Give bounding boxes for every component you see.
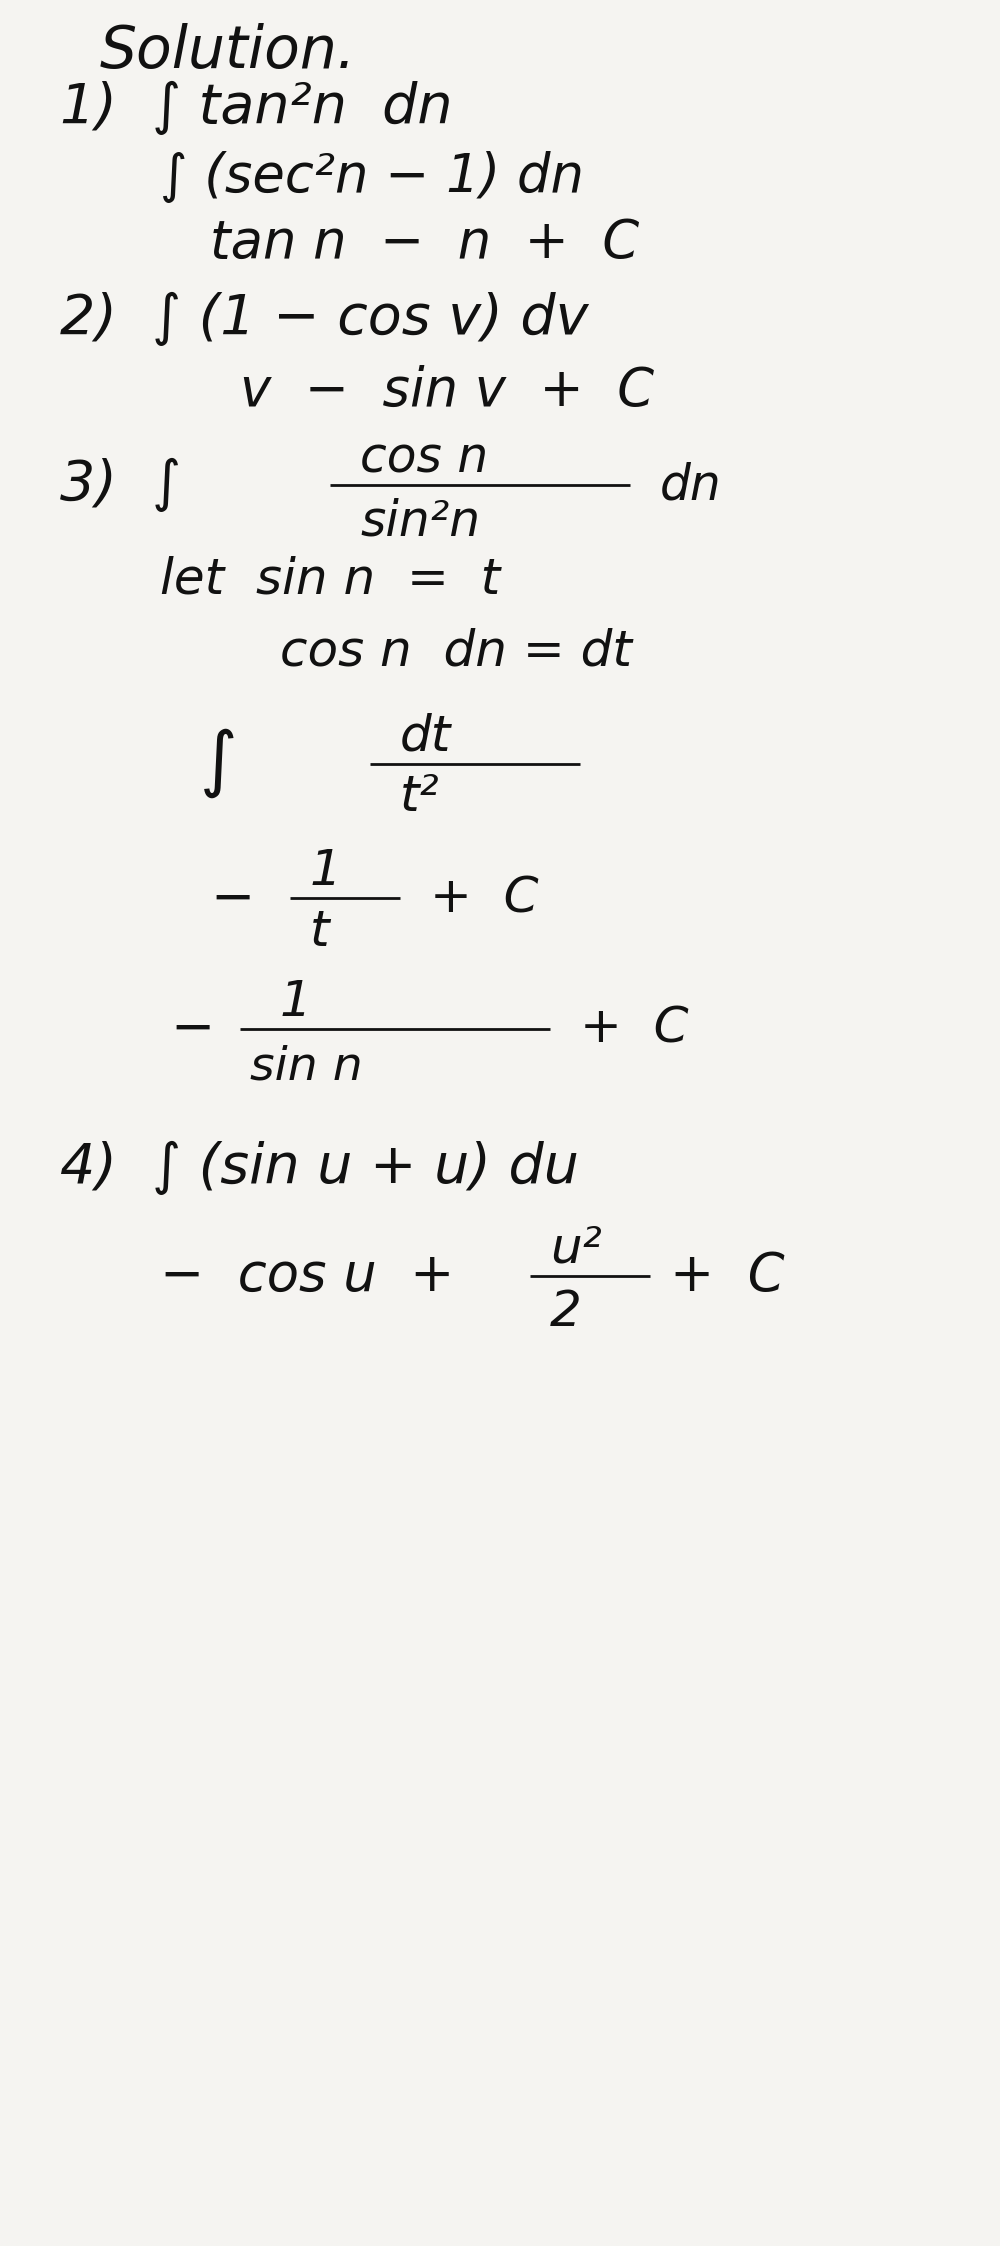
Text: cos n: cos n bbox=[360, 433, 488, 483]
Text: v  −  sin v  +  C: v − sin v + C bbox=[240, 364, 654, 418]
Text: 1: 1 bbox=[310, 847, 342, 896]
Text: dt: dt bbox=[400, 712, 451, 761]
Text: sin n: sin n bbox=[250, 1044, 363, 1089]
Text: t: t bbox=[310, 907, 330, 957]
Text: +  C: + C bbox=[670, 1249, 785, 1303]
Text: u²: u² bbox=[550, 1224, 602, 1273]
Text: 3)  ∫: 3) ∫ bbox=[60, 458, 181, 512]
Text: t²: t² bbox=[400, 773, 440, 822]
Text: 1)  ∫ tan²n  dn: 1) ∫ tan²n dn bbox=[60, 81, 452, 135]
Text: sin²n: sin²n bbox=[360, 496, 480, 546]
Text: 1: 1 bbox=[280, 977, 312, 1026]
Text: −: − bbox=[170, 1002, 214, 1056]
Text: 4)  ∫ (sin u + u) du: 4) ∫ (sin u + u) du bbox=[60, 1141, 579, 1195]
Text: dn: dn bbox=[660, 460, 722, 510]
Text: cos n  dn = dt: cos n dn = dt bbox=[280, 627, 632, 676]
Text: ∫: ∫ bbox=[200, 730, 238, 797]
Text: +  C: + C bbox=[580, 1004, 688, 1053]
Text: tan n  −  n  +  C: tan n − n + C bbox=[210, 216, 639, 270]
Text: 2: 2 bbox=[550, 1287, 582, 1336]
Text: −  cos u  +: − cos u + bbox=[160, 1249, 454, 1303]
Text: 2)  ∫ (1 − cos v) dv: 2) ∫ (1 − cos v) dv bbox=[60, 292, 588, 346]
Text: −: − bbox=[210, 871, 254, 925]
Text: Solution.: Solution. bbox=[100, 22, 356, 81]
Text: +  C: + C bbox=[430, 874, 538, 923]
Text: ∫ (sec²n − 1) dn: ∫ (sec²n − 1) dn bbox=[160, 150, 584, 204]
Text: let  sin n  =  t: let sin n = t bbox=[160, 555, 500, 604]
